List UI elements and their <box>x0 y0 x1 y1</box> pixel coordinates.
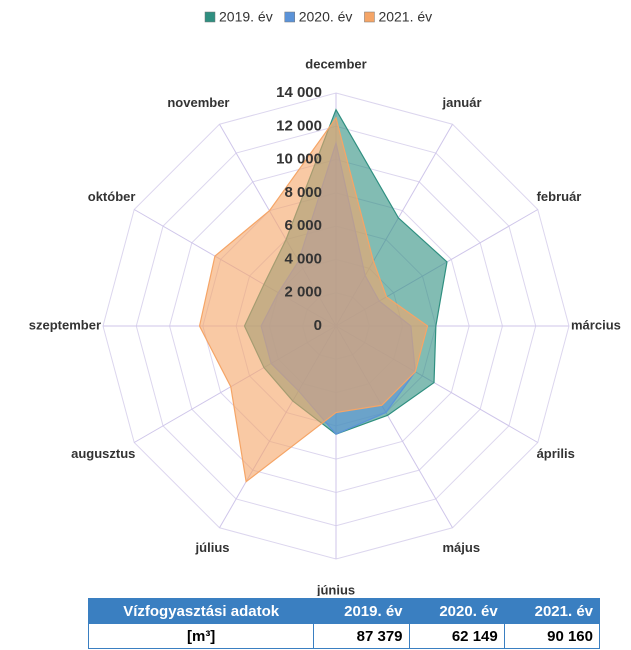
table-header: Vízfogyasztási adatok 2019. év 2020. év … <box>87 598 601 624</box>
y-tick-label: 14 000 <box>276 84 322 101</box>
category-label: március <box>571 317 621 332</box>
y-tick-label: 6 000 <box>284 217 322 234</box>
y-tick-label: 12 000 <box>276 117 322 134</box>
category-label: október <box>88 189 136 204</box>
y-tick-label: 2 000 <box>284 284 322 301</box>
series-area <box>198 116 429 483</box>
legend-swatch <box>364 11 375 23</box>
category-label: május <box>443 540 481 555</box>
y-tick-label: 4 000 <box>284 250 322 267</box>
category-label: szeptember <box>29 317 101 332</box>
header-cell: 2020. év <box>408 598 505 624</box>
category-label: január <box>442 95 482 110</box>
data-table: Vízfogyasztási adatok 2019. év 2020. év … <box>87 598 601 649</box>
category-label: július <box>195 540 230 555</box>
header-cell: 2019. év <box>313 598 410 624</box>
category-label: november <box>167 95 229 110</box>
category-label: december <box>305 56 366 71</box>
legend-swatch <box>284 11 295 23</box>
legend-label: 2021. év <box>378 9 432 25</box>
y-tick-label: 10 000 <box>276 151 322 168</box>
chart: 2019. év 2020. év 2021. év 0 2 000 4 000 6 000… <box>29 9 621 596</box>
y-tick-label: 8 000 <box>284 184 322 201</box>
legend-label: 2020. év <box>299 9 353 25</box>
cell: 62 149 <box>408 623 505 649</box>
header-cell: Vízfogyasztási adatok <box>87 598 315 624</box>
legend-label: 2019. év <box>219 9 273 25</box>
header-cell: 2021. év <box>503 598 601 624</box>
cell: 87 379 <box>313 623 410 649</box>
category-label: február <box>537 189 582 204</box>
category-label: augusztus <box>71 446 135 461</box>
cell: [m³] <box>87 623 315 649</box>
table-row: [m³] 87 379 62 149 90 160 <box>87 623 601 649</box>
legend-swatch <box>204 11 216 23</box>
category-label: április <box>537 446 575 461</box>
y-tick-label: 0 <box>314 317 322 334</box>
category-label: június <box>316 582 355 596</box>
cell: 90 160 <box>503 623 601 649</box>
